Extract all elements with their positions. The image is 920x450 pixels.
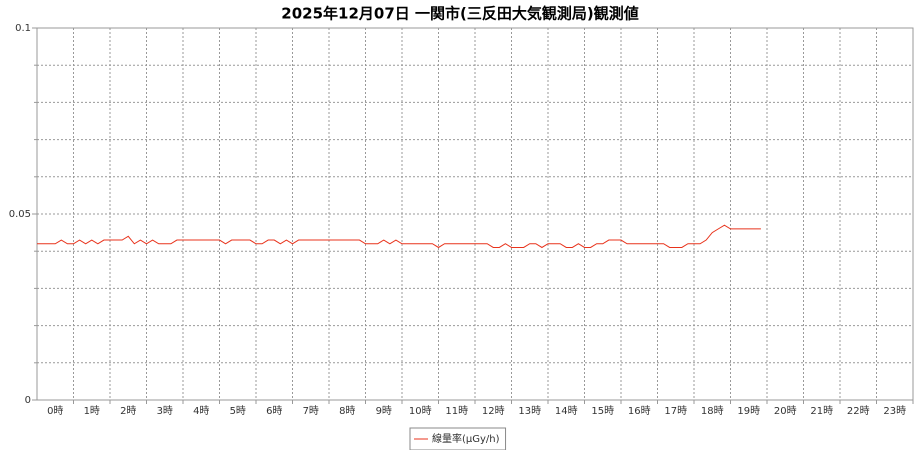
- x-tick-label: 11時: [445, 405, 468, 417]
- x-tick-label: 0時: [47, 405, 63, 417]
- x-tick-label: 22時: [847, 405, 870, 417]
- x-tick-label: 12時: [482, 405, 505, 417]
- y-tick-label: 0.1: [15, 23, 31, 34]
- data-line: [37, 224, 761, 249]
- x-tick-label: 2時: [120, 405, 136, 417]
- x-tick-label: 20時: [774, 405, 797, 417]
- y-tick-label: 0: [25, 395, 31, 406]
- y-tick-label: 0.05: [9, 209, 31, 220]
- x-tick-label: 15時: [591, 405, 614, 417]
- x-tick-label: 9時: [376, 405, 392, 417]
- x-tick-label: 23時: [883, 405, 906, 417]
- legend: 線量率(μGy/h): [409, 427, 507, 450]
- legend-label: 線量率(μGy/h): [432, 432, 500, 445]
- x-tick-label: 16時: [628, 405, 651, 417]
- x-tick-label: 10時: [409, 405, 432, 417]
- x-tick-label: 1時: [84, 405, 100, 417]
- x-tick-label: 6時: [266, 405, 282, 417]
- x-tick-label: 21時: [810, 405, 833, 417]
- chart-title: 2025年12月07日 一関市(三反田大気観測局)観測値: [281, 5, 638, 23]
- x-tick-label: 3時: [157, 405, 173, 417]
- x-tick-label: 5時: [230, 405, 246, 417]
- x-tick-label: 13時: [518, 405, 541, 417]
- x-tick-label: 4時: [193, 405, 209, 417]
- x-tick-label: 8時: [339, 405, 355, 417]
- x-tick-label: 18時: [701, 405, 724, 417]
- x-tick-label: 19時: [737, 405, 760, 417]
- x-tick-label: 14時: [555, 405, 578, 417]
- legend-box: [409, 427, 507, 450]
- plot-frame: [36, 27, 914, 401]
- x-tick-label: 17時: [664, 405, 687, 417]
- x-tick-label: 7時: [303, 405, 319, 417]
